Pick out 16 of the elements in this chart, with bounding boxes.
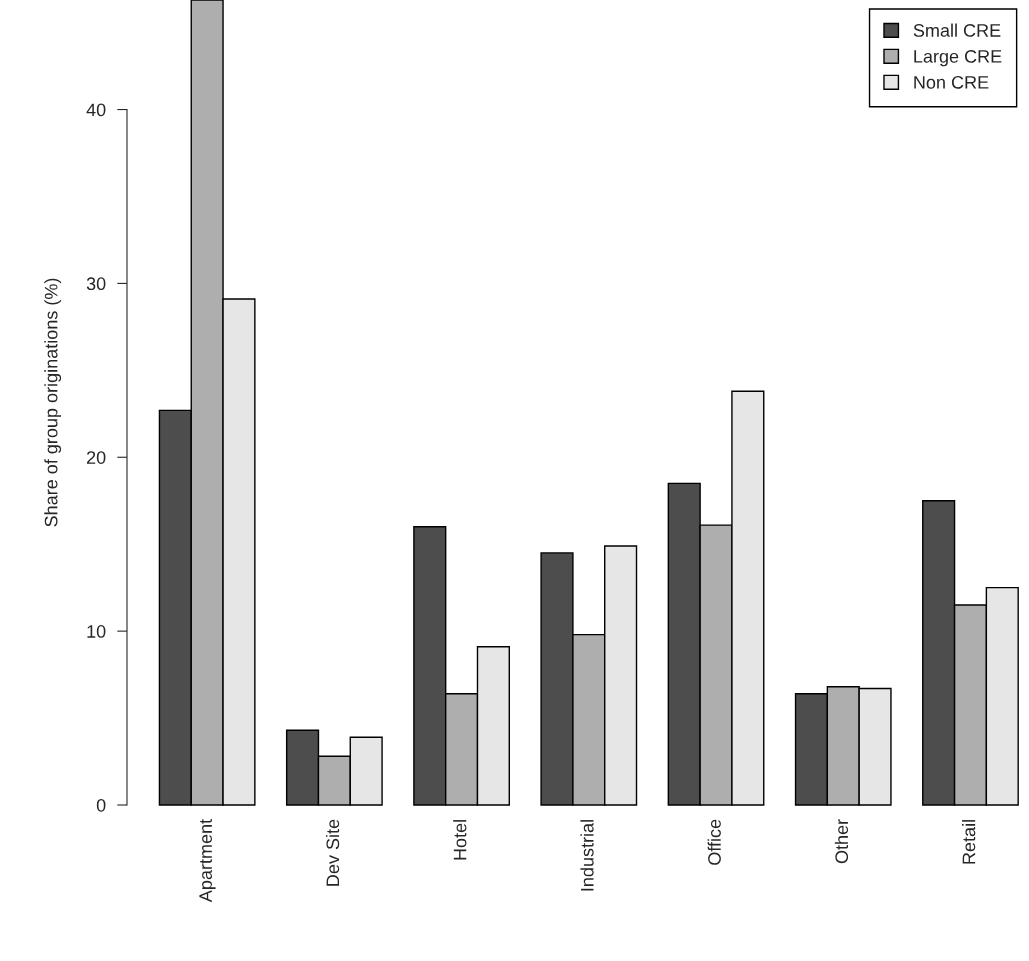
legend-label: Large CRE [914, 50, 1002, 67]
y-tick-label: 10 [87, 625, 106, 638]
y-tick-label: 40 [86, 103, 106, 117]
y-tick-label: 0 [96, 798, 106, 812]
legend-label: Small CRE [913, 23, 1001, 37]
x-tick-label: Other [834, 819, 849, 864]
legend-label: Non CRE [914, 75, 989, 89]
x-tick-label: Office [707, 819, 721, 865]
x-tick-label: Dev Site [325, 819, 340, 886]
y-axis-title: Share of group originations (%) [44, 278, 62, 527]
x-tick-label: Hotel [453, 820, 467, 860]
y-tick-label: 20 [86, 451, 106, 464]
x-tick-label: Industrial [580, 820, 594, 891]
x-tick-label: Apartment [199, 819, 216, 903]
x-tick-label: Retail [962, 820, 976, 864]
y-tick-label: 30 [86, 277, 106, 291]
